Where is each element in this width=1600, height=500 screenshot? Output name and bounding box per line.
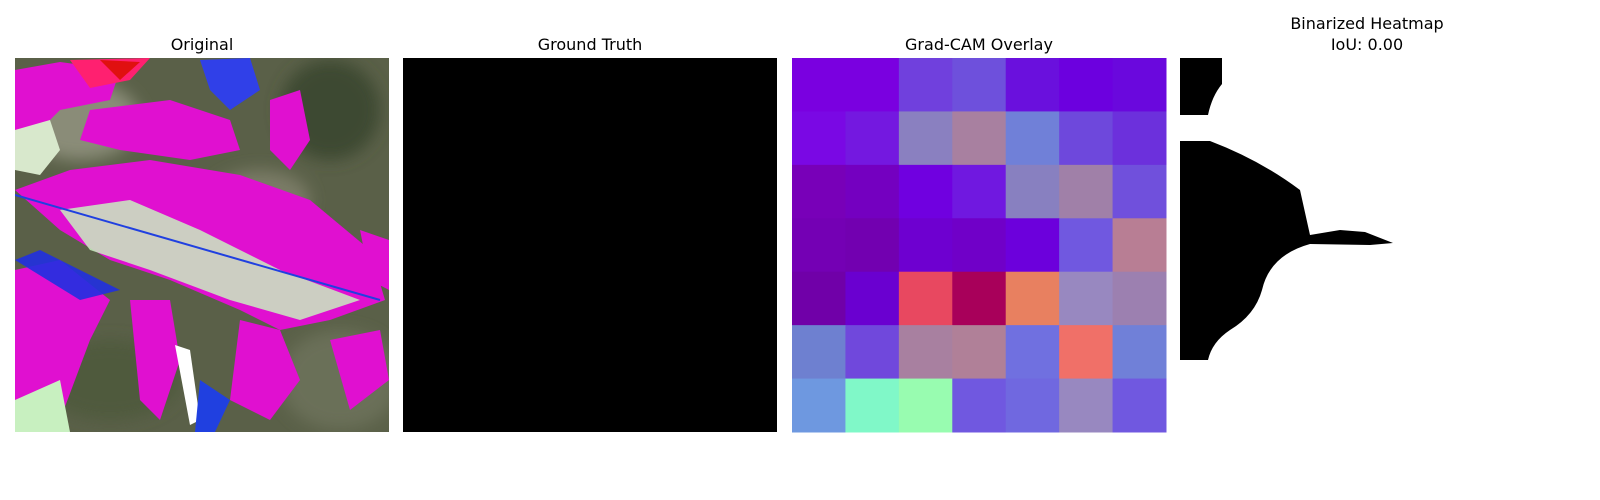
- heatmap-cell: [845, 111, 900, 166]
- heatmap-cell: [792, 378, 846, 433]
- heatmap-cell: [1112, 164, 1167, 219]
- heatmap-cell: [952, 164, 1007, 219]
- heatmap-cell: [1005, 218, 1060, 273]
- panel-metric: IoU: 0.00: [1331, 35, 1403, 54]
- heatmap-cell: [1059, 218, 1114, 273]
- panel-title: Original: [171, 35, 234, 54]
- heatmap-cell: [792, 325, 846, 380]
- heatmap-cell: [898, 271, 953, 326]
- heatmap-cell: [845, 218, 900, 273]
- ground-truth-mask: [403, 58, 777, 432]
- heatmap-cell: [1059, 111, 1114, 166]
- original-image: [15, 58, 389, 432]
- heatmap-cell: [792, 271, 846, 326]
- panel-title: Binarized Heatmap: [1290, 14, 1443, 33]
- heatmap-cell: [1005, 325, 1060, 380]
- heatmap-cell: [898, 325, 953, 380]
- gradcam-overlay: [792, 58, 1167, 433]
- heatmap-cell: [1112, 271, 1167, 326]
- heatmap-cell: [1059, 164, 1114, 219]
- heatmap-cell: [898, 58, 953, 112]
- heatmap-cell: [792, 58, 846, 112]
- heatmap-cell: [952, 325, 1007, 380]
- heatmap-cell: [1059, 271, 1114, 326]
- heatmap-cell: [845, 325, 900, 380]
- heatmap-cell: [1112, 378, 1167, 433]
- heatmap-cell: [898, 111, 953, 166]
- heatmap-cell: [1005, 164, 1060, 219]
- heatmap-cell: [792, 111, 846, 166]
- heatmap-cell: [845, 271, 900, 326]
- heatmap-cell: [1059, 378, 1114, 433]
- heatmap-cell: [1112, 325, 1167, 380]
- heatmap-cell: [952, 58, 1007, 112]
- panel-title: Grad-CAM Overlay: [905, 35, 1053, 54]
- heatmap-cell: [1059, 325, 1114, 380]
- heatmap-cell: [952, 111, 1007, 166]
- heatmap-cell: [898, 378, 953, 433]
- heatmap-cell: [1005, 58, 1060, 112]
- heatmap-cell: [792, 218, 846, 273]
- heatmap-cell: [1005, 111, 1060, 166]
- heatmap-cell: [845, 378, 900, 433]
- heatmap-cell: [1005, 378, 1060, 433]
- heatmap-cell: [1005, 271, 1060, 326]
- heatmap-cell: [952, 378, 1007, 433]
- heatmap-cell: [1112, 111, 1167, 166]
- heatmap-cell: [898, 164, 953, 219]
- heatmap-cell: [792, 164, 846, 219]
- heatmap-cell: [952, 271, 1007, 326]
- heatmap-cell: [952, 218, 1007, 273]
- heatmap-cell: [845, 58, 900, 112]
- binarized-heatmap: [1180, 58, 1554, 432]
- heatmap-cell: [845, 164, 900, 219]
- heatmap-cell: [898, 218, 953, 273]
- heatmap-cell: [1059, 58, 1114, 112]
- panel-title: Ground Truth: [538, 35, 643, 54]
- heatmap-cell: [1112, 218, 1167, 273]
- heatmap-cell: [1112, 58, 1167, 112]
